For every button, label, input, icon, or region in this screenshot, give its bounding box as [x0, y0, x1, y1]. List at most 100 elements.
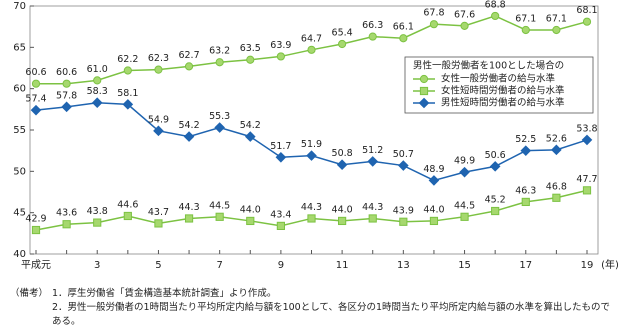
data-label: 44.0	[240, 204, 261, 215]
data-point	[215, 212, 224, 221]
data-point	[276, 221, 285, 230]
data-label: 44.5	[454, 200, 475, 211]
data-label: 46.8	[546, 181, 567, 192]
data-point	[338, 216, 347, 226]
y-tick-label: 45	[13, 208, 26, 219]
data-point	[460, 212, 469, 221]
notes-label: （備考）	[10, 288, 49, 299]
data-point	[306, 150, 317, 161]
x-tick-label: 11	[336, 260, 349, 271]
notes: （備考） 1．厚生労働省「賃金構造基本統計調査」より作成。 2．男性一般労働者の…	[10, 287, 615, 329]
x-tick-label: 平成元	[21, 259, 51, 271]
data-point	[307, 45, 316, 54]
data-label: 50.7	[393, 149, 414, 160]
x-tick-label: 3	[94, 260, 100, 271]
data-label: 55.3	[209, 111, 230, 122]
x-axis-label: (年)	[601, 258, 619, 271]
data-label: 49.9	[454, 156, 475, 167]
data-label: 44.5	[209, 200, 230, 211]
data-label: 44.3	[362, 202, 383, 213]
data-label: 54.9	[148, 114, 169, 125]
data-point	[184, 214, 194, 223]
data-point	[123, 66, 132, 75]
data-label: 50.8	[332, 148, 353, 159]
legend-marker	[419, 86, 429, 96]
x-tick-label: 17	[519, 260, 532, 271]
legend-box	[404, 56, 594, 114]
data-point	[520, 145, 532, 156]
data-label: 48.9	[423, 164, 444, 175]
x-tick-label: 7	[216, 260, 222, 271]
data-label: 43.4	[270, 209, 291, 220]
data-point	[368, 32, 377, 41]
data-label: 44.3	[178, 202, 199, 213]
data-point	[62, 220, 71, 229]
data-point	[244, 131, 256, 142]
data-point	[30, 104, 42, 116]
data-point	[307, 214, 316, 223]
x-tick-label: 19	[581, 260, 594, 271]
data-point	[31, 79, 41, 88]
y-tick-label: 60	[13, 84, 26, 95]
data-label: 67.1	[546, 13, 567, 24]
legend-label: 女性短時間労働者の給与水準	[441, 85, 565, 97]
data-point	[275, 151, 287, 163]
data-point	[183, 131, 195, 142]
x-tick-label: 13	[397, 260, 410, 271]
y-tick-label: 55	[13, 125, 26, 136]
data-point	[521, 25, 530, 35]
data-label: 44.6	[117, 199, 138, 210]
data-label: 63.9	[270, 40, 291, 51]
data-label: 53.8	[576, 123, 597, 134]
data-label: 68.1	[576, 5, 597, 16]
data-point	[336, 159, 348, 171]
data-label: 62.2	[117, 54, 138, 65]
data-label: 44.3	[301, 202, 322, 213]
data-point	[93, 76, 102, 85]
data-label: 62.7	[178, 50, 199, 61]
data-label: 68.8	[485, 0, 506, 10]
note-item: 1．厚生労働省「賃金構造基本統計調査」より作成。	[52, 288, 277, 299]
data-label: 58.1	[117, 88, 138, 99]
data-label: 50.6	[485, 150, 506, 161]
data-point	[398, 160, 409, 171]
data-label: 62.3	[148, 53, 169, 64]
data-label: 57.8	[56, 90, 77, 101]
data-label: 67.6	[454, 9, 475, 20]
data-label: 51.2	[362, 145, 383, 156]
data-point	[154, 219, 163, 228]
data-label: 44.0	[423, 204, 444, 215]
data-label: 54.2	[178, 120, 199, 131]
data-point	[551, 144, 562, 156]
y-tick-label: 70	[13, 1, 26, 12]
data-point	[428, 175, 440, 186]
chart: (年) 40 45 50 55 60 65 70 平成元 3 5 7 9 11 13 15 17 19 60.6 6…	[13, 0, 619, 271]
data-label: 45.2	[485, 195, 506, 206]
data-point	[460, 21, 469, 30]
data-point	[399, 34, 408, 43]
data-point	[399, 217, 408, 226]
data-point	[521, 197, 530, 207]
data-point	[31, 225, 41, 235]
data-point	[459, 166, 470, 178]
data-point	[246, 216, 255, 226]
data-point	[91, 97, 103, 109]
x-tick-label: 15	[458, 260, 471, 271]
note-item: 2．男性一般労働者の1時間当たり平均所定内給与額を100として、各区分の1時間当…	[52, 302, 611, 327]
data-point	[276, 52, 285, 61]
data-point	[491, 11, 500, 21]
data-point	[215, 58, 224, 67]
data-label: 60.6	[56, 67, 77, 78]
data-point	[489, 161, 501, 172]
data-point	[153, 125, 164, 137]
data-label: 67.1	[515, 13, 536, 24]
data-point	[581, 134, 593, 146]
data-label: 57.4	[25, 94, 46, 105]
data-point	[154, 65, 163, 74]
data-point	[367, 156, 379, 167]
y-tick-label: 50	[13, 166, 26, 177]
data-label: 63.2	[209, 46, 230, 57]
data-label: 43.9	[393, 205, 414, 216]
legend-label: 女性一般労働者の給与水準	[441, 73, 556, 85]
